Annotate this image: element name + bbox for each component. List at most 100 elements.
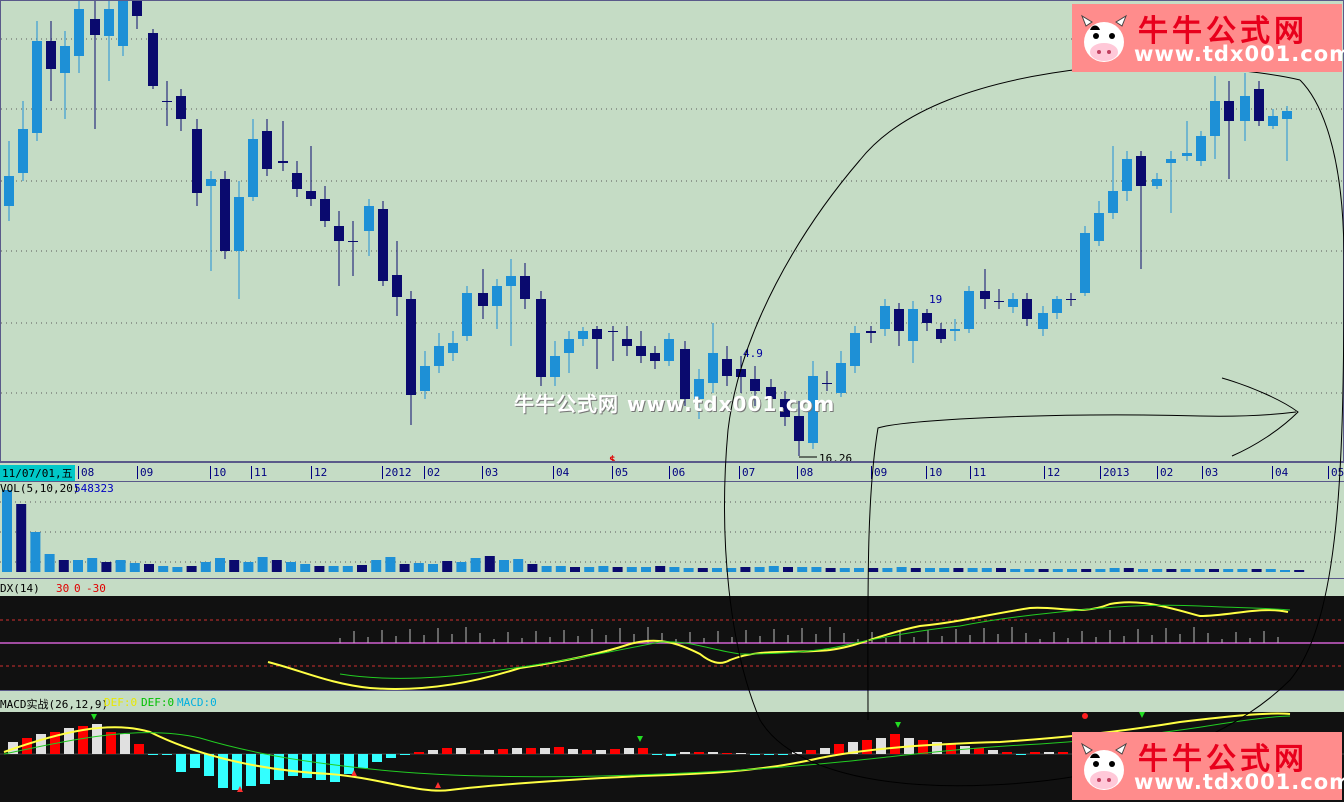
volume-bar (101, 562, 112, 572)
up-candle (708, 353, 718, 383)
up-candle (1080, 233, 1090, 293)
volume-bar (215, 558, 225, 572)
date-tick: 09 (871, 466, 887, 479)
volume-bar (527, 564, 538, 572)
macd-histogram-bar (624, 748, 634, 754)
up-candle (1166, 159, 1176, 163)
macd-histogram-bar (330, 754, 340, 782)
up-candle (420, 366, 430, 391)
volume-bar (967, 568, 978, 572)
dx-plot[interactable] (0, 596, 1344, 690)
buy-arrow-icon (895, 722, 901, 728)
watermark-title: 牛牛公式网 (1138, 742, 1308, 777)
date-tick: 08 (78, 466, 94, 479)
volume-bar (129, 563, 140, 572)
dx-level-high: 30 (56, 582, 70, 595)
down-candle (46, 41, 56, 69)
macd-histogram-bar (134, 744, 144, 754)
volume-bar (200, 562, 211, 572)
volume-bar (385, 557, 396, 572)
annotation-4-9: 4.9 (743, 347, 763, 360)
up-candle (1152, 179, 1162, 186)
volume-bar (839, 568, 850, 572)
down-candle (1224, 101, 1234, 121)
up-candle (4, 176, 14, 206)
down-candle (220, 179, 230, 251)
macd-histogram-bar (876, 738, 886, 754)
up-candle (1008, 299, 1018, 307)
dx-line (267, 601, 1289, 690)
volume-panel[interactable]: VOL(5,10,20) 548323 (0, 482, 1344, 578)
volume-bar (626, 567, 637, 572)
volume-bar (314, 566, 325, 572)
volume-bar (1109, 568, 1120, 572)
volume-bar (612, 567, 623, 572)
up-candle (506, 276, 516, 286)
macd-histogram-bar (722, 753, 732, 754)
volume-bar (697, 568, 708, 572)
macd-histogram-bar (120, 734, 130, 754)
macd-histogram-bar (344, 754, 354, 774)
buy-arrow-icon (1139, 712, 1145, 718)
volume-bar (1280, 570, 1290, 572)
volume-bar (399, 564, 410, 572)
buy-arrow-icon (91, 714, 97, 720)
date-tick: 12 (311, 466, 327, 479)
down-candle (922, 313, 932, 323)
up-candle (1196, 136, 1206, 161)
dx-indicator-panel[interactable] (0, 596, 1344, 690)
macd-histogram-bar (400, 754, 410, 755)
up-candle (1052, 299, 1062, 313)
down-candle (334, 226, 344, 241)
date-tick: 02 (1157, 466, 1173, 479)
volume-bar (1223, 569, 1234, 572)
down-candle (406, 299, 416, 395)
volume-bar (797, 567, 808, 572)
volume-bar (271, 560, 282, 572)
down-candle (822, 383, 832, 384)
down-candle (292, 173, 302, 189)
volume-plot[interactable] (0, 482, 1344, 578)
volume-bar (925, 568, 935, 572)
down-candle (278, 161, 288, 163)
macd-histogram-bar (946, 744, 956, 754)
up-candle (18, 129, 28, 173)
volume-bar (981, 568, 992, 572)
watermark-top[interactable]: 牛牛公式网 www.tdx001.com (1072, 4, 1344, 72)
down-candle (680, 349, 690, 399)
volume-bar (499, 560, 509, 572)
watermark-bottom[interactable]: 牛牛公式网 www.tdx001.com (1072, 732, 1344, 800)
volume-bar (342, 566, 353, 572)
macd-histogram-bar (204, 754, 214, 776)
macd-histogram-bar (778, 754, 788, 755)
up-candle (434, 346, 444, 366)
cow-logo-icon (1080, 742, 1128, 790)
macd-histogram-bar (1058, 752, 1068, 754)
down-candle (320, 199, 330, 221)
up-candle (564, 339, 574, 353)
up-candle (694, 379, 704, 399)
sell-arrow-icon (435, 782, 441, 788)
macd-histogram-bar (316, 754, 326, 780)
up-candle (32, 41, 42, 133)
volume-bar (357, 565, 367, 572)
down-candle (1136, 156, 1146, 186)
volume-bar (1180, 569, 1191, 572)
date-tick: 10 (210, 466, 226, 479)
macd-histogram-bar (708, 752, 718, 754)
macd-histogram-bar (540, 748, 550, 754)
macd-header: MACD实战(26,12,9) DEF:0 DEF:0 MACD:0 (0, 690, 1344, 712)
annotation-19: 19 (929, 293, 943, 306)
up-candle (248, 139, 258, 197)
down-candle (520, 276, 530, 299)
macd-histogram-bar (610, 749, 620, 754)
volume-bar (16, 504, 27, 572)
volume-bar (1081, 569, 1092, 572)
up-candle (964, 291, 974, 329)
macd-histogram-bar (484, 750, 494, 754)
macd-histogram-bar (568, 749, 578, 754)
low-price-label: 16.26 (819, 452, 853, 462)
down-candle (132, 1, 142, 16)
up-candle (836, 363, 846, 393)
volume-bar (953, 568, 964, 572)
